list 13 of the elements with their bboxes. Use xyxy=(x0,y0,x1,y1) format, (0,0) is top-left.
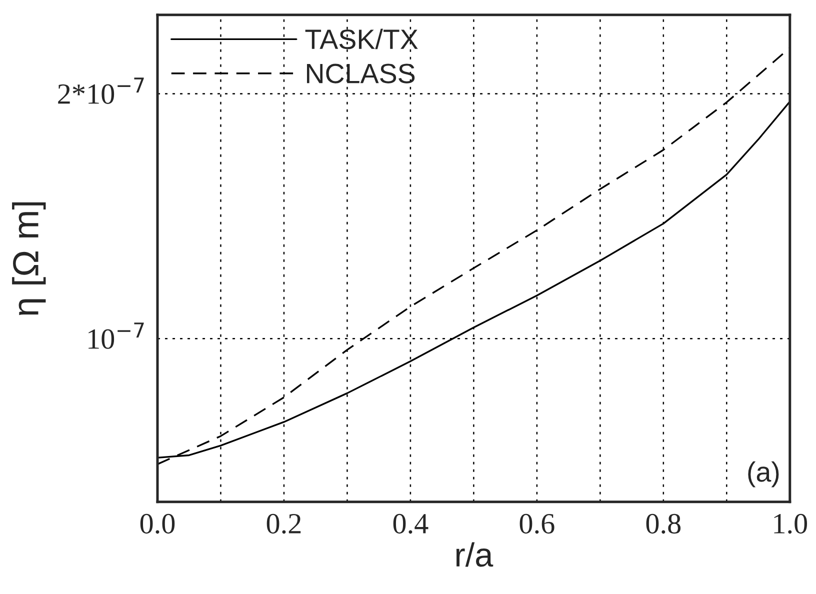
x-tick-label: 0.0 xyxy=(140,514,175,534)
legend-label: TASK/TX xyxy=(305,28,418,50)
annotation: (a) xyxy=(748,461,779,488)
x-tick-label: 0.2 xyxy=(266,514,301,534)
legend-label: NCLASS xyxy=(306,64,415,84)
x-axis-title: r/a xyxy=(456,542,494,567)
y-tick-label: 10$^{−7}$ xyxy=(88,322,144,349)
x-tick-label: 0.6 xyxy=(520,514,554,534)
x-tick-label: 0.8 xyxy=(646,514,681,534)
x-tick-label: 1.0 xyxy=(774,514,808,534)
x-tick-label: 0.4 xyxy=(393,514,428,534)
y-axis-title: η [Ω m] xyxy=(12,202,46,316)
y-tick-label: 2*10$^{−7}$ xyxy=(58,78,144,104)
